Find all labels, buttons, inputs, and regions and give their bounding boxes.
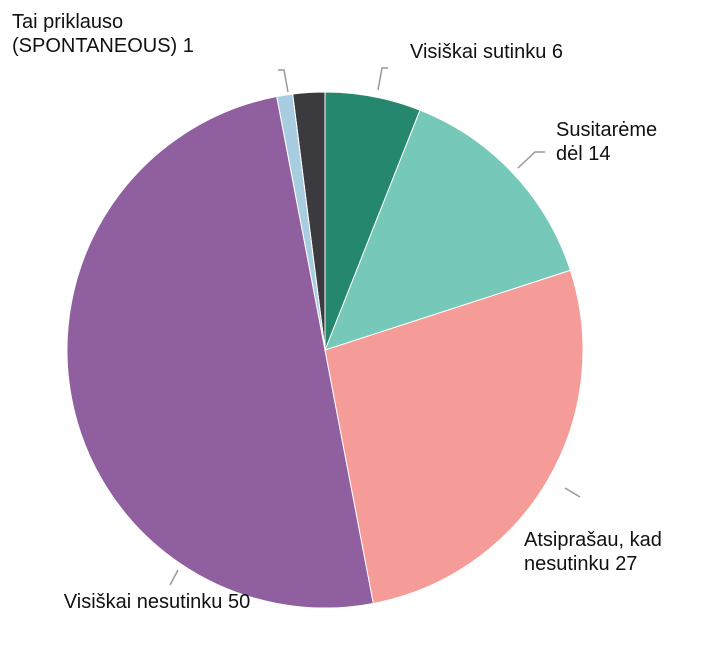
value-label: 50	[227, 591, 251, 613]
leader-line	[564, 487, 581, 498]
slice-label: Tai priklauso (SPONTANEOUS) 1	[12, 10, 282, 58]
pie-slice	[324, 109, 572, 351]
value-label: 27	[615, 553, 638, 575]
value-label: 6	[551, 41, 564, 63]
pie-slice	[324, 269, 584, 605]
leader-line	[278, 69, 289, 93]
slice-label: Susitarėme dėl 14	[556, 118, 676, 166]
slice-label: Visiškai nesutinku 50	[62, 590, 252, 614]
pie-slice	[324, 91, 421, 351]
category-label: Tai priklauso (SPONTANEOUS)	[12, 11, 178, 57]
pie-slice	[66, 95, 374, 609]
leader-line	[169, 569, 179, 586]
category-label: Visiškai nesutinku	[63, 591, 223, 613]
value-label: 14	[588, 143, 611, 165]
leader-lines	[169, 67, 581, 586]
value-label: 1	[182, 35, 194, 57]
category-label: Susitarėme dėl	[556, 119, 658, 165]
leader-line	[377, 67, 388, 91]
leader-line	[517, 151, 545, 169]
category-label: Atsiprašau, kad nesutinku	[524, 529, 662, 575]
slice-label: Atsiprašau, kad nesutinku 27	[524, 528, 710, 576]
category-label: Visiškai sutinku	[410, 41, 547, 63]
slice-label: Visiškai sutinku 6	[410, 40, 610, 64]
